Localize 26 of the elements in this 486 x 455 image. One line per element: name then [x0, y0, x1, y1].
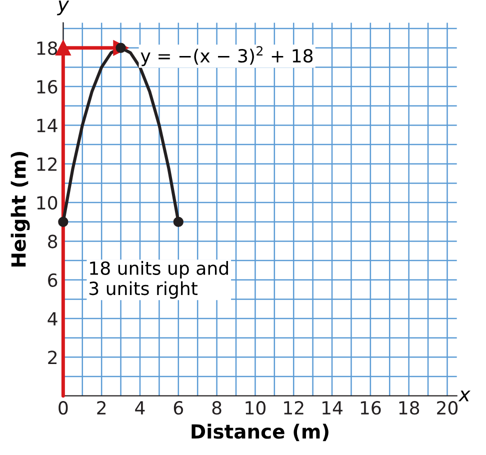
x-tick-label: 4	[135, 401, 145, 414]
y-tick-label: 10	[37, 196, 58, 210]
text: y	[56, 0, 70, 16]
x-tick-label: 6	[174, 401, 184, 415]
y-tick-label: 4	[48, 312, 58, 326]
annotation: y = −(x − 3)$^{2}$ + 18	[140, 46, 313, 66]
text: x	[458, 390, 470, 402]
y-tick-label: 6	[48, 273, 58, 287]
x-tick-label: 2	[97, 401, 106, 414]
x-tick-label: 0	[58, 401, 68, 415]
y-tick-label: 18	[37, 41, 58, 55]
x-tick-label: 12	[284, 401, 304, 414]
x-axis-title: Distance (m)	[192, 424, 328, 442]
x-tick-label: 8	[212, 401, 222, 415]
x-tick-label: 16	[360, 401, 381, 415]
y-tick-label: 16	[37, 80, 58, 94]
y-tick-label: 14	[37, 118, 58, 132]
y-tick-label: 8	[48, 234, 58, 248]
x-tick-label: 20	[437, 401, 458, 415]
x-tick-label: 14	[322, 401, 342, 414]
y-tick-label: 12	[37, 157, 57, 171]
y-axis-title: Height (m)	[10, 152, 30, 267]
x-tick-label: 10	[246, 401, 266, 415]
y-tick-label: 2	[48, 350, 57, 364]
x-tick-label: 18	[399, 401, 420, 415]
annotation: 18 units up and 3 units right	[90, 261, 228, 299]
